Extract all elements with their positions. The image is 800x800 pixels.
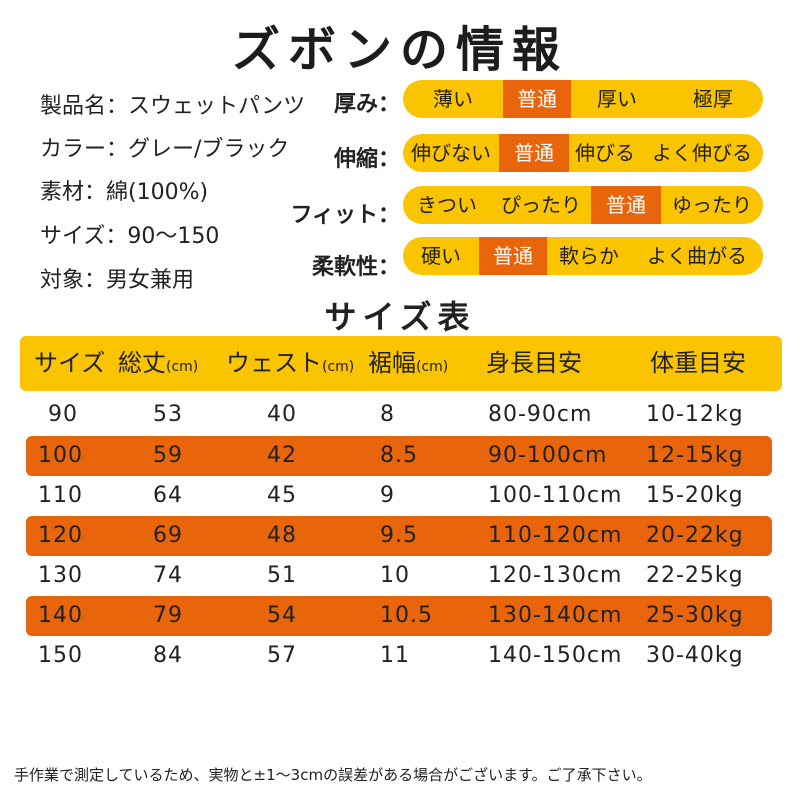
attr-option: 硬い xyxy=(421,244,461,268)
cell-weight: 12-15kg xyxy=(646,443,744,468)
attr-option-selected: 普通 xyxy=(479,237,547,275)
attr-option: 軟らか xyxy=(559,244,619,268)
attr-scale-flexibility: 硬い 普通 軟らか よく曲がる xyxy=(403,237,763,275)
attr-scale-thickness: 薄い 普通 厚い 極厚 xyxy=(403,80,763,118)
cell-weight: 22-25kg xyxy=(646,563,744,588)
cell-hem: 9.5 xyxy=(380,523,418,548)
cell-waist: 48 xyxy=(267,523,297,548)
attr-label-flexibility: 柔軟性： xyxy=(311,255,400,280)
cell-hem: 11 xyxy=(380,643,410,668)
cell-waist: 54 xyxy=(267,603,297,628)
header-weight-guide: 体重目安 xyxy=(650,349,746,377)
cell-length: 53 xyxy=(153,402,183,427)
header-waist: ウェスト(cm) xyxy=(226,349,355,377)
cell-height: 140-150cm xyxy=(488,643,623,668)
cell-weight: 20-22kg xyxy=(646,523,744,548)
attr-option: きつい xyxy=(417,193,477,217)
cell-size: 120 xyxy=(38,523,83,548)
footnote: 手作業で測定しているため、実物と±1〜3cmの誤差がある場合がございます。ご了承… xyxy=(14,766,652,784)
cell-hem: 10 xyxy=(380,563,410,588)
cell-height: 130-140cm xyxy=(488,603,623,628)
cell-weight: 25-30kg xyxy=(646,603,744,628)
table-row: 90 53 40 8 80-90cm 10-12kg xyxy=(26,395,772,435)
table-row: 130 74 51 10 120-130cm 22-25kg xyxy=(26,556,772,596)
cell-weight: 15-20kg xyxy=(646,483,744,508)
cell-length: 84 xyxy=(153,643,183,668)
cell-waist: 51 xyxy=(267,563,297,588)
attr-option: ゆったり xyxy=(672,193,752,217)
attr-option: よく伸びる xyxy=(652,141,752,165)
cell-size: 110 xyxy=(38,483,83,508)
cell-length: 59 xyxy=(153,443,183,468)
info-size: サイズ：90〜150 xyxy=(40,224,220,249)
table-row: 100 59 42 8.5 90-100cm 12-15kg xyxy=(26,436,772,476)
cell-size: 130 xyxy=(38,563,83,588)
attr-option: 薄い xyxy=(433,87,473,111)
cell-height: 100-110cm xyxy=(488,483,623,508)
cell-size: 100 xyxy=(38,443,83,468)
attr-label-thickness: 厚み： xyxy=(333,92,400,117)
attr-option: 極厚 xyxy=(693,87,733,111)
cell-height: 120-130cm xyxy=(488,563,623,588)
size-table-title: サイズ表 xyxy=(324,298,476,336)
attr-scale-fit: きつい ぴったり 普通 ゆったり xyxy=(403,186,763,224)
attr-scale-stretch: 伸びない 普通 伸びる よく伸びる xyxy=(403,134,763,172)
cell-size: 90 xyxy=(48,402,78,427)
attr-label-fit: フィット： xyxy=(290,203,400,228)
cell-hem: 9 xyxy=(380,483,395,508)
attr-option-selected: 普通 xyxy=(503,80,571,118)
cell-hem: 8 xyxy=(380,402,395,427)
cell-height: 110-120cm xyxy=(488,523,623,548)
cell-hem: 8.5 xyxy=(380,443,418,468)
info-material: 素材：綿(100%) xyxy=(40,180,209,205)
table-row: 140 79 54 10.5 130-140cm 25-30kg xyxy=(26,596,772,636)
attr-option: 伸びない xyxy=(411,141,491,165)
cell-length: 69 xyxy=(153,523,183,548)
info-target: 対象：男女兼用 xyxy=(40,268,195,293)
cell-length: 79 xyxy=(153,603,183,628)
size-table-header: サイズ 総丈(cm) ウェスト(cm) 裾幅(cm) 身長目安 体重目安 xyxy=(20,336,782,391)
cell-size: 150 xyxy=(38,643,83,668)
info-color: カラー：グレー/ブラック xyxy=(40,137,290,162)
table-row: 150 84 57 11 140-150cm 30-40kg xyxy=(26,636,772,676)
table-row: 120 69 48 9.5 110-120cm 20-22kg xyxy=(26,516,772,556)
attr-option-selected: 普通 xyxy=(591,186,661,224)
attr-option: 伸びる xyxy=(575,141,635,165)
page-title: ズボンの情報 xyxy=(231,22,568,78)
table-row: 110 64 45 9 100-110cm 15-20kg xyxy=(26,476,772,516)
header-size: サイズ xyxy=(34,349,106,377)
cell-weight: 10-12kg xyxy=(646,402,744,427)
cell-waist: 45 xyxy=(267,483,297,508)
cell-size: 140 xyxy=(38,603,83,628)
cell-weight: 30-40kg xyxy=(646,643,744,668)
cell-waist: 57 xyxy=(267,643,297,668)
cell-waist: 42 xyxy=(267,443,297,468)
header-height-guide: 身長目安 xyxy=(486,349,582,377)
attr-option-selected: 普通 xyxy=(499,134,569,172)
header-hem: 裾幅(cm) xyxy=(368,349,449,377)
attr-option: ぴったり xyxy=(501,193,581,217)
cell-waist: 40 xyxy=(267,402,297,427)
cell-length: 64 xyxy=(153,483,183,508)
cell-height: 90-100cm xyxy=(488,443,608,468)
attr-label-stretch: 伸縮： xyxy=(333,147,400,172)
cell-hem: 10.5 xyxy=(380,603,433,628)
cell-length: 74 xyxy=(153,563,183,588)
attr-option: 厚い xyxy=(597,87,637,111)
info-product-name: 製品名：スウェットパンツ xyxy=(40,94,306,119)
cell-height: 80-90cm xyxy=(488,402,593,427)
header-length: 総丈(cm) xyxy=(118,349,199,377)
attr-option: よく曲がる xyxy=(647,244,747,268)
